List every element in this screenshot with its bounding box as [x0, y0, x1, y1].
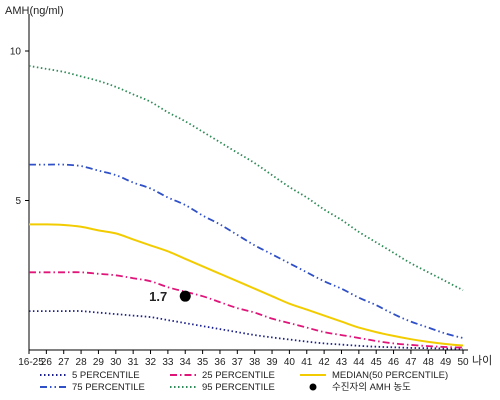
y-ticks: 5 10: [10, 47, 29, 207]
x-tick-label: 31: [128, 357, 140, 368]
legend-label: 5 PERCENTILE: [72, 370, 140, 381]
x-tick-label: 44: [353, 357, 365, 368]
x-tick-label: 28: [76, 357, 88, 368]
series-lines: [28, 65, 464, 350]
legend-point-swatch: [309, 383, 317, 391]
y-axis-label: AMH(ng/ml): [5, 5, 64, 17]
x-tick-label: 40: [284, 357, 296, 368]
legend-label: 수진자의 AMH 농도: [332, 382, 411, 393]
x-tick-label: 26: [41, 357, 53, 368]
x-tick-label: 49: [440, 357, 452, 368]
x-tick-label: 29: [93, 357, 105, 368]
x-tick-label: 16-25: [18, 357, 44, 368]
y-tick-label: 5: [15, 196, 21, 207]
x-tick-label: 27: [58, 357, 70, 368]
x-tick-label: 35: [197, 357, 209, 368]
legend-label: MEDIAN(50 PERCENTILE): [332, 370, 448, 381]
legend-label: 95 PERCENTILE: [202, 382, 275, 393]
x-tick-label: 38: [249, 357, 261, 368]
x-tick-label: 32: [145, 357, 157, 368]
x-tick-label: 39: [266, 357, 278, 368]
legend-label: 75 PERCENTILE: [72, 382, 145, 393]
x-tick-label: 48: [423, 357, 435, 368]
x-tick-label: 46: [388, 357, 400, 368]
x-tick-label: 37: [232, 357, 244, 368]
x-tick-label: 42: [319, 357, 331, 368]
x-tick-label: 43: [336, 357, 348, 368]
x-tick-label: 33: [162, 357, 174, 368]
patient-amh-value-label: 1.7: [149, 289, 167, 304]
series-line-25-percentile: [29, 271, 464, 349]
series-line-median-50-percentile: [28, 223, 464, 347]
x-tick-label: 50: [457, 357, 469, 368]
x-tick-label: 41: [301, 357, 313, 368]
x-tick-label: 47: [405, 357, 417, 368]
series-line-95-percentile: [28, 65, 464, 291]
x-tick-label: 45: [371, 357, 383, 368]
y-tick-label: 10: [10, 47, 22, 58]
patient-point-layer: 1.7: [149, 289, 191, 304]
legend: 5 PERCENTILE 25 PERCENTILE MEDIAN(50 PERCE…: [40, 370, 448, 393]
patient-amh-point: [179, 290, 191, 302]
series-line-75-percentile: [28, 163, 464, 339]
x-tick-label: 30: [110, 357, 122, 368]
legend-label: 25 PERCENTILE: [202, 370, 275, 381]
x-tick-label: 36: [214, 357, 226, 368]
x-axis-label: 나이: [472, 354, 492, 367]
x-tick-label: 34: [180, 357, 192, 368]
